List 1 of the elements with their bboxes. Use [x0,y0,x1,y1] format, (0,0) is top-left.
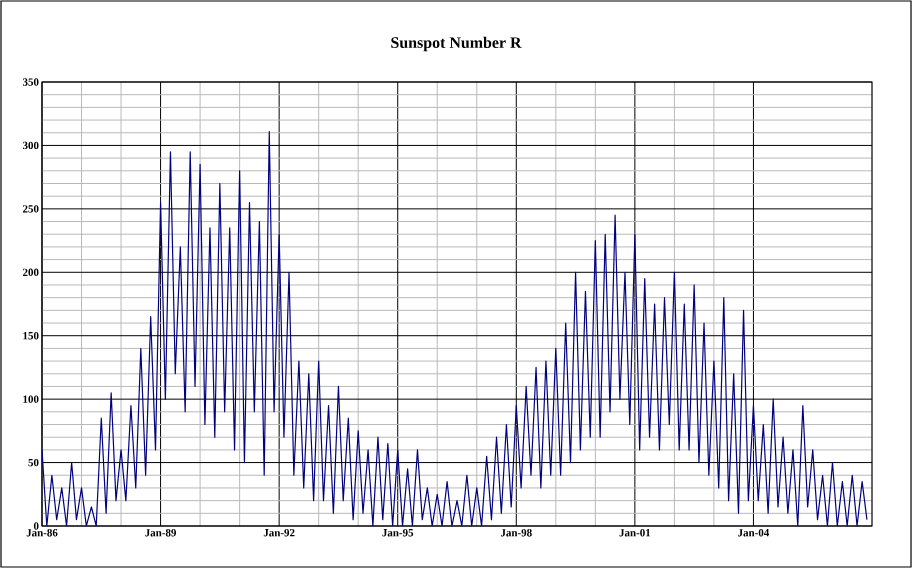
line-series [42,130,868,526]
